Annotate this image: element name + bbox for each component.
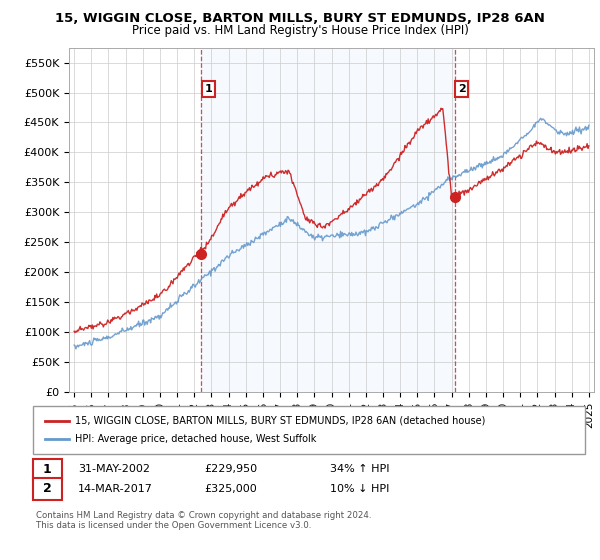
Text: £325,000: £325,000 [204, 484, 257, 494]
Text: Price paid vs. HM Land Registry's House Price Index (HPI): Price paid vs. HM Land Registry's House … [131, 24, 469, 36]
Text: HPI: Average price, detached house, West Suffolk: HPI: Average price, detached house, West… [75, 434, 316, 444]
Text: Contains HM Land Registry data © Crown copyright and database right 2024.
This d: Contains HM Land Registry data © Crown c… [36, 511, 371, 530]
Text: 31-MAY-2002: 31-MAY-2002 [78, 464, 150, 474]
Text: 14-MAR-2017: 14-MAR-2017 [78, 484, 153, 494]
Text: 15, WIGGIN CLOSE, BARTON MILLS, BURY ST EDMUNDS, IP28 6AN: 15, WIGGIN CLOSE, BARTON MILLS, BURY ST … [55, 12, 545, 25]
Bar [202, 48, 455, 392]
Text: £229,950: £229,950 [204, 464, 257, 474]
Text: 15, WIGGIN CLOSE, BARTON MILLS, BURY ST EDMUNDS, IP28 6AN (detached house): 15, WIGGIN CLOSE, BARTON MILLS, BURY ST … [75, 416, 485, 426]
Text: 2: 2 [43, 482, 52, 496]
Text: 2: 2 [458, 84, 466, 94]
Text: 1: 1 [43, 463, 52, 476]
Text: 10% ↓ HPI: 10% ↓ HPI [330, 484, 389, 494]
Text: 1: 1 [205, 84, 212, 94]
Text: 34% ↑ HPI: 34% ↑ HPI [330, 464, 389, 474]
